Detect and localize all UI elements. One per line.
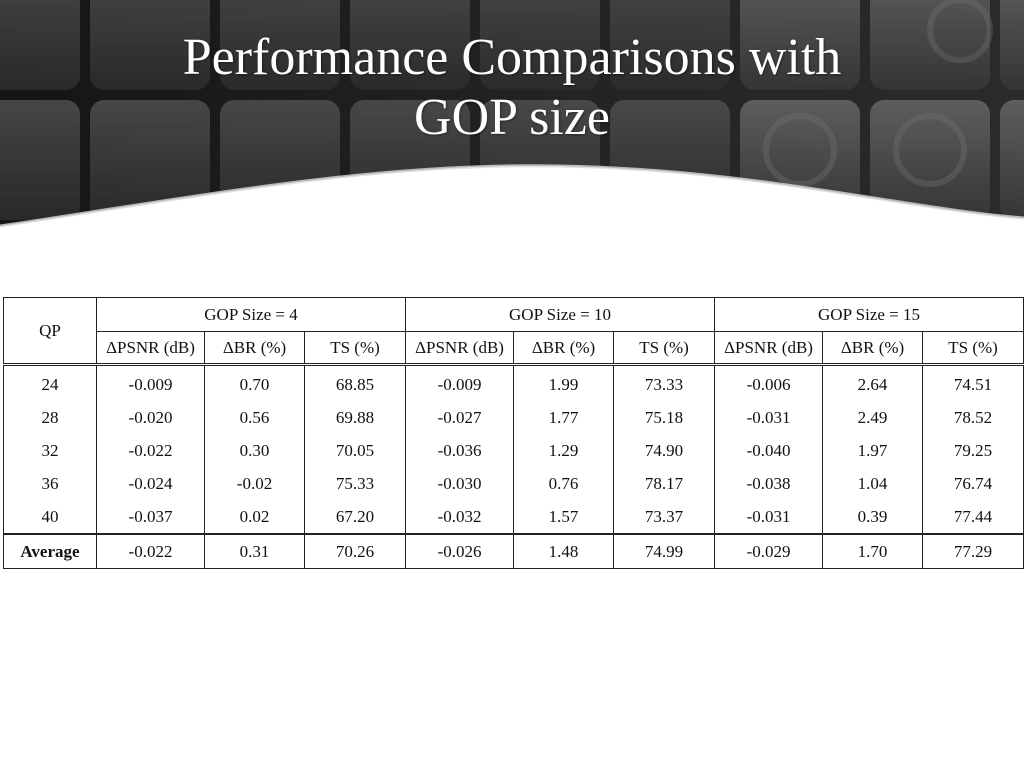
table-cell: 70.05 — [303, 434, 407, 467]
qp-cell: 28 — [3, 401, 97, 434]
sub-header-ts: TS (%) — [922, 331, 1024, 365]
average-row: Average -0.022 0.31 70.26 -0.026 1.48 74… — [3, 533, 1024, 569]
table-cell: 68.85 — [303, 364, 407, 401]
header-banner — [0, 0, 1024, 230]
table-cell: 0.31 — [204, 533, 305, 569]
group-header-gop4: GOP Size = 4 — [95, 297, 407, 332]
table-cell: -0.032 — [405, 500, 515, 534]
title-line-1: Performance Comparisons with — [182, 29, 842, 86]
qp-cell: 40 — [3, 500, 97, 534]
average-label: Average — [3, 533, 97, 569]
table-cell: 0.76 — [513, 467, 615, 500]
table-cell: 1.97 — [822, 434, 924, 467]
table-cell: -0.038 — [714, 467, 824, 500]
table-cell: -0.024 — [96, 467, 205, 500]
table-cell: 0.56 — [204, 401, 305, 434]
comparison-table-wrapper: QP GOP Size = 4 GOP Size = 10 GOP Size =… — [3, 297, 1024, 569]
table-cell: 1.99 — [513, 364, 615, 401]
table-row: 24 -0.009 0.70 68.85 -0.009 1.99 73.33 -… — [3, 364, 1024, 401]
table-cell: -0.037 — [96, 500, 205, 534]
table-cell: -0.040 — [714, 434, 824, 467]
group-header-gop10: GOP Size = 10 — [405, 297, 716, 332]
table-cell: 1.29 — [513, 434, 615, 467]
table-cell: 78.17 — [613, 467, 716, 500]
qp-cell: 24 — [3, 364, 97, 401]
qp-cell: 32 — [3, 434, 97, 467]
table-cell: -0.031 — [714, 401, 824, 434]
table-row: 28 -0.020 0.56 69.88 -0.027 1.77 75.18 -… — [3, 401, 1024, 434]
table-cell: -0.031 — [714, 500, 824, 534]
table-cell: 2.49 — [822, 401, 924, 434]
table-cell: 79.25 — [922, 434, 1024, 467]
qp-header: QP — [3, 297, 97, 365]
sub-header-ts: TS (%) — [613, 331, 716, 365]
table-cell: -0.026 — [405, 533, 515, 569]
sub-header-br: ΔBR (%) — [822, 331, 924, 365]
table-cell: 0.30 — [204, 434, 305, 467]
table-cell: 73.33 — [613, 364, 716, 401]
table-cell: 74.99 — [613, 533, 716, 569]
table-cell: 75.33 — [303, 467, 407, 500]
table-cell: 0.39 — [822, 500, 924, 534]
table-cell: -0.02 — [204, 467, 305, 500]
table-cell: -0.036 — [405, 434, 515, 467]
table-cell: 74.51 — [922, 364, 1024, 401]
table-cell: -0.006 — [714, 364, 824, 401]
sub-header-br: ΔBR (%) — [513, 331, 615, 365]
table-cell: 69.88 — [303, 401, 407, 434]
table-cell: 78.52 — [922, 401, 1024, 434]
table-cell: 74.90 — [613, 434, 716, 467]
table-cell: 1.70 — [822, 533, 924, 569]
table-cell: 76.74 — [922, 467, 1024, 500]
table-cell: -0.030 — [405, 467, 515, 500]
group-header-gop15: GOP Size = 15 — [714, 297, 1024, 332]
table-cell: 1.48 — [513, 533, 615, 569]
table-cell: 67.20 — [303, 500, 407, 534]
table-row: 40 -0.037 0.02 67.20 -0.032 1.57 73.37 -… — [3, 500, 1024, 534]
sub-header-psnr: ΔPSNR (dB) — [714, 331, 824, 365]
slide-title: Performance Comparisons with GOP size — [0, 28, 1024, 148]
group-header-row: QP GOP Size = 4 GOP Size = 10 GOP Size =… — [3, 297, 1024, 365]
sub-header-br: ΔBR (%) — [204, 331, 305, 365]
table-cell: 1.04 — [822, 467, 924, 500]
table-cell: -0.027 — [405, 401, 515, 434]
table-row: 36 -0.024 -0.02 75.33 -0.030 0.76 78.17 … — [3, 467, 1024, 500]
sub-header-row: ΔPSNR (dB) ΔBR (%) TS (%) ΔPSNR (dB) ΔBR… — [3, 331, 1024, 365]
sub-header-psnr: ΔPSNR (dB) — [96, 331, 205, 365]
table-cell: -0.022 — [96, 434, 205, 467]
table-cell: 1.77 — [513, 401, 615, 434]
table-cell: 77.44 — [922, 500, 1024, 534]
table-cell: -0.022 — [96, 533, 205, 569]
sub-header-ts: TS (%) — [303, 331, 407, 365]
table-cell: 0.70 — [204, 364, 305, 401]
table-cell: -0.020 — [96, 401, 205, 434]
table-cell: -0.009 — [405, 364, 515, 401]
sub-header-psnr: ΔPSNR (dB) — [405, 331, 515, 365]
table-cell: 75.18 — [613, 401, 716, 434]
table-cell: 2.64 — [822, 364, 924, 401]
qp-cell: 36 — [3, 467, 97, 500]
title-line-2: GOP size — [414, 89, 610, 146]
table-row: 32 -0.022 0.30 70.05 -0.036 1.29 74.90 -… — [3, 434, 1024, 467]
table-cell: 77.29 — [922, 533, 1024, 569]
table-cell: 1.57 — [513, 500, 615, 534]
table-cell: 73.37 — [613, 500, 716, 534]
table-cell: 70.26 — [303, 533, 407, 569]
table-cell: -0.009 — [96, 364, 205, 401]
comparison-table: QP GOP Size = 4 GOP Size = 10 GOP Size =… — [3, 297, 1024, 569]
table-cell: -0.029 — [714, 533, 824, 569]
table-cell: 0.02 — [204, 500, 305, 534]
